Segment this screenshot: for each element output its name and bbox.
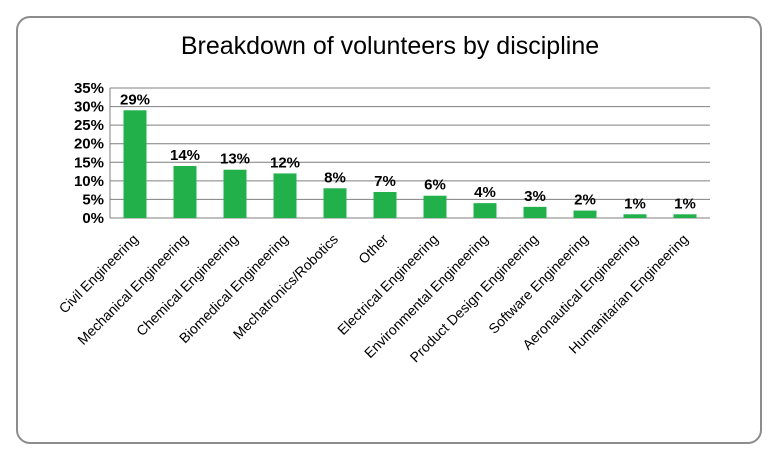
chart-frame (16, 16, 762, 444)
bar (173, 166, 197, 218)
category-label: Software Engineering (485, 231, 591, 337)
bar (673, 214, 697, 218)
y-tick-label: 35% (74, 80, 104, 97)
bar (373, 192, 397, 218)
y-tick-label: 0% (82, 210, 104, 227)
y-tick-label: 15% (74, 154, 104, 171)
y-tick-label: 5% (82, 191, 104, 208)
bar (323, 188, 347, 218)
data-label: 13% (220, 151, 250, 168)
data-label: 3% (524, 188, 546, 205)
data-label: 29% (120, 91, 150, 108)
category-label: Other (355, 231, 391, 267)
bar (573, 210, 597, 218)
data-label: 8% (324, 169, 346, 186)
bar (473, 203, 497, 218)
data-label: 14% (170, 147, 200, 164)
data-label: 12% (270, 154, 300, 171)
data-label: 1% (624, 195, 646, 212)
bar (223, 169, 247, 218)
chart-title: Breakdown of volunteers by discipline (180, 32, 600, 60)
data-label: 1% (674, 195, 696, 212)
bar (423, 195, 447, 218)
bar (523, 206, 547, 218)
bar (123, 110, 147, 218)
y-tick-label: 10% (74, 173, 104, 190)
y-tick-label: 25% (74, 117, 104, 134)
y-tick-label: 30% (74, 99, 104, 116)
data-label: 4% (474, 184, 496, 201)
data-label: 7% (374, 173, 396, 190)
bar (273, 173, 297, 218)
bar (623, 214, 647, 218)
data-label: 6% (424, 177, 446, 194)
data-label: 2% (574, 192, 596, 209)
y-tick-label: 20% (74, 136, 104, 153)
